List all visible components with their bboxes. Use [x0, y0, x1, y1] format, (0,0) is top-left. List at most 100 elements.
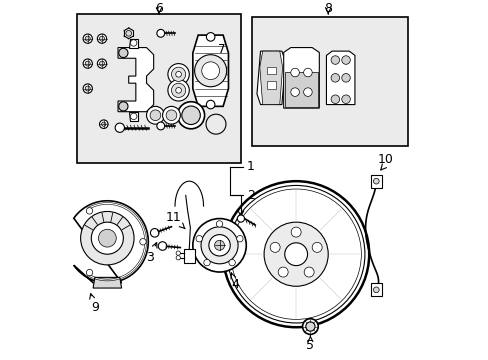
Circle shape	[177, 102, 204, 129]
Circle shape	[278, 267, 287, 277]
Polygon shape	[118, 48, 153, 112]
Text: 4: 4	[230, 273, 239, 291]
Circle shape	[171, 67, 185, 81]
Bar	[77, 14, 241, 163]
Circle shape	[150, 110, 161, 121]
Circle shape	[304, 267, 313, 277]
Circle shape	[176, 256, 180, 260]
Circle shape	[146, 106, 164, 124]
Polygon shape	[256, 51, 285, 104]
Circle shape	[130, 40, 137, 46]
Circle shape	[81, 211, 134, 265]
Circle shape	[97, 34, 106, 43]
Circle shape	[373, 287, 378, 293]
Circle shape	[330, 56, 339, 64]
Text: 9: 9	[89, 294, 99, 314]
Circle shape	[305, 322, 314, 331]
Circle shape	[228, 260, 235, 266]
Circle shape	[140, 239, 146, 245]
Circle shape	[341, 56, 349, 64]
Polygon shape	[326, 51, 354, 104]
Circle shape	[86, 269, 93, 276]
Circle shape	[157, 30, 164, 37]
Bar	[266, 81, 275, 89]
Text: 6: 6	[155, 2, 163, 15]
Circle shape	[290, 227, 301, 237]
Circle shape	[330, 73, 339, 82]
Circle shape	[341, 95, 349, 104]
Circle shape	[176, 251, 180, 255]
Circle shape	[214, 240, 224, 250]
Polygon shape	[128, 39, 137, 48]
Bar	[266, 67, 275, 74]
Circle shape	[102, 122, 106, 126]
Circle shape	[99, 61, 104, 66]
Circle shape	[303, 68, 311, 77]
Circle shape	[206, 33, 215, 41]
Polygon shape	[370, 283, 381, 296]
Circle shape	[206, 100, 215, 109]
Text: 3: 3	[146, 243, 157, 264]
Circle shape	[202, 62, 219, 80]
Circle shape	[119, 102, 128, 111]
Circle shape	[192, 219, 246, 272]
Circle shape	[99, 36, 104, 41]
Circle shape	[203, 260, 210, 266]
Circle shape	[302, 319, 318, 334]
Circle shape	[157, 122, 164, 130]
Circle shape	[162, 106, 180, 124]
Circle shape	[97, 59, 106, 68]
Polygon shape	[74, 201, 148, 283]
Bar	[251, 17, 407, 145]
Circle shape	[303, 88, 311, 96]
Circle shape	[83, 59, 92, 68]
Circle shape	[130, 113, 137, 120]
Circle shape	[86, 208, 93, 214]
Polygon shape	[285, 72, 317, 107]
Circle shape	[341, 73, 349, 82]
Circle shape	[98, 229, 116, 247]
Polygon shape	[283, 48, 319, 108]
Circle shape	[311, 242, 322, 252]
Text: 5: 5	[306, 336, 314, 352]
Circle shape	[290, 88, 299, 96]
Circle shape	[150, 229, 159, 237]
Circle shape	[83, 34, 92, 43]
Circle shape	[223, 181, 368, 327]
Circle shape	[158, 242, 166, 250]
Circle shape	[85, 36, 90, 41]
Circle shape	[208, 235, 230, 256]
Circle shape	[236, 235, 243, 242]
Circle shape	[194, 55, 226, 87]
Circle shape	[167, 64, 189, 85]
Polygon shape	[128, 112, 137, 121]
Circle shape	[373, 178, 378, 184]
Circle shape	[171, 83, 185, 98]
Circle shape	[175, 87, 181, 93]
Circle shape	[99, 120, 108, 129]
Polygon shape	[93, 277, 122, 288]
Circle shape	[85, 61, 90, 66]
Text: 11: 11	[165, 211, 184, 229]
Circle shape	[264, 222, 327, 286]
Bar	[183, 249, 194, 263]
Circle shape	[175, 71, 181, 77]
Circle shape	[216, 221, 223, 227]
Text: 10: 10	[377, 153, 392, 166]
Circle shape	[290, 68, 299, 77]
Circle shape	[284, 243, 307, 266]
Circle shape	[125, 31, 131, 36]
Polygon shape	[192, 35, 228, 106]
Text: 2: 2	[246, 189, 254, 202]
Circle shape	[119, 48, 128, 58]
Circle shape	[83, 84, 92, 93]
Text: 8: 8	[324, 2, 331, 15]
Circle shape	[115, 123, 124, 132]
Polygon shape	[370, 175, 381, 188]
Circle shape	[330, 95, 339, 104]
Circle shape	[237, 215, 244, 222]
Text: 7: 7	[207, 43, 224, 68]
Circle shape	[167, 80, 189, 101]
Text: 1: 1	[246, 161, 254, 174]
Circle shape	[269, 242, 280, 252]
